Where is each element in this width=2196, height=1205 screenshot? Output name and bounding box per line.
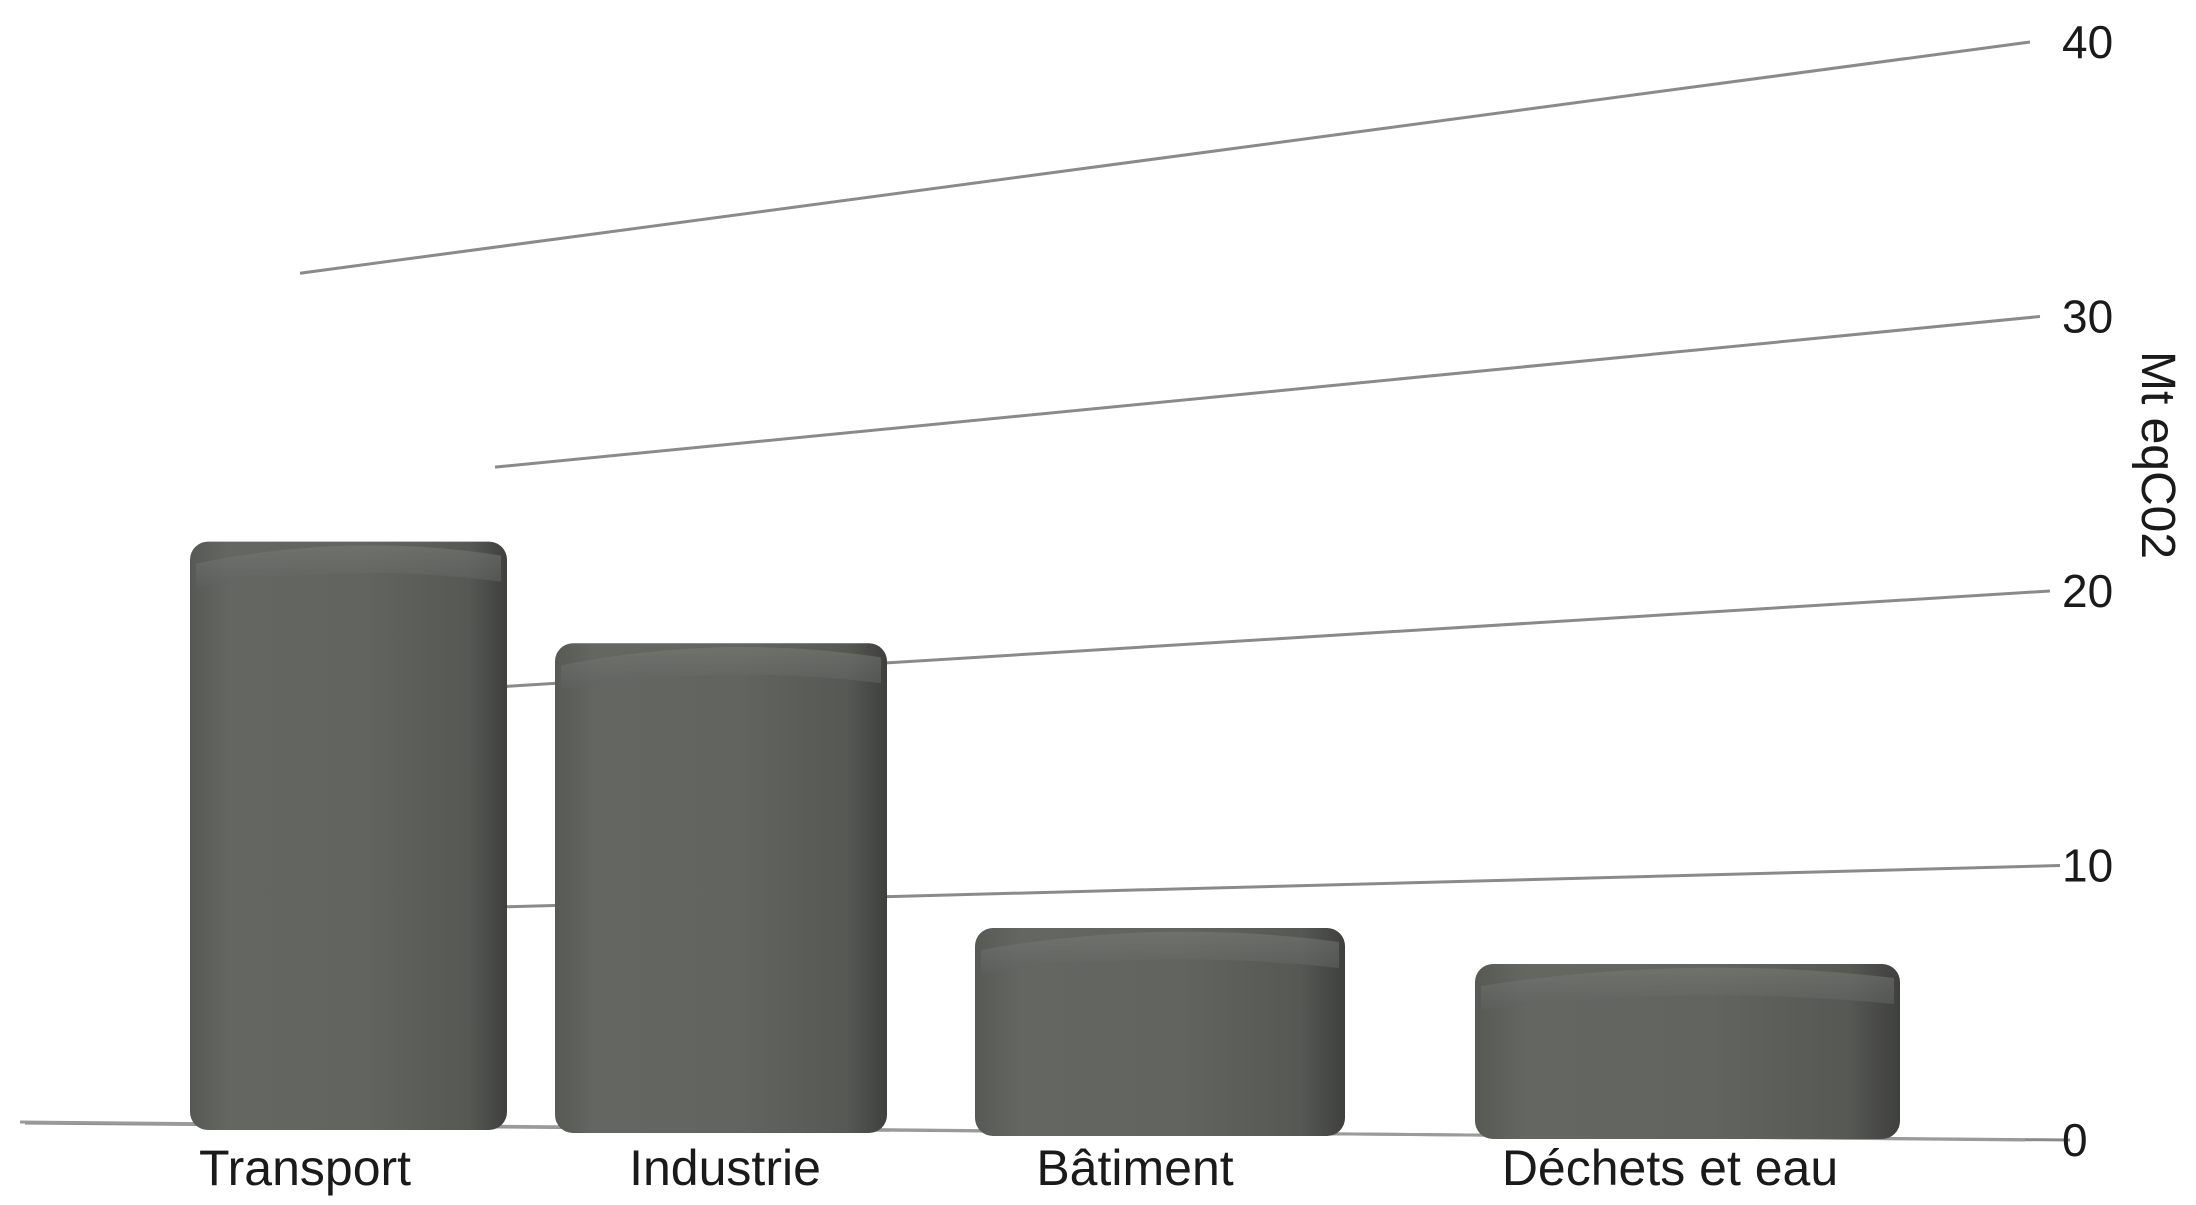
bar-body xyxy=(555,643,887,1133)
bar xyxy=(190,541,507,1130)
x-category-labels: Transport Industrie Bâtiment Déchets et eau xyxy=(199,1140,1838,1196)
bar-top xyxy=(196,545,501,588)
y-axis-title: Mt eqC02 xyxy=(2131,351,2184,559)
bar-top xyxy=(1481,967,1894,1010)
bar-body xyxy=(975,928,1345,1136)
bar-body xyxy=(190,541,507,1130)
gridline xyxy=(299,40,2031,275)
bar xyxy=(555,643,887,1133)
bar-body xyxy=(1475,963,1900,1139)
bars xyxy=(190,541,1900,1139)
x-category-label: Industrie xyxy=(629,1140,821,1196)
y-tick-label: 0 xyxy=(2062,1114,2088,1166)
y-tick-label: 10 xyxy=(2062,840,2113,892)
x-category-label: Bâtiment xyxy=(1036,1140,1233,1196)
bar xyxy=(975,928,1345,1136)
y-tick-labels: 0 10 20 30 40 xyxy=(2062,16,2113,1166)
y-tick-label: 40 xyxy=(2062,16,2113,68)
bar xyxy=(1475,963,1900,1139)
y-tick-label: 20 xyxy=(2062,565,2113,617)
x-category-label: Transport xyxy=(199,1140,411,1196)
bar-top xyxy=(561,647,881,690)
bar-top xyxy=(981,931,1339,975)
x-category-label: Déchets et eau xyxy=(1502,1140,1838,1196)
gridline xyxy=(494,315,2041,469)
y-tick-label: 30 xyxy=(2062,291,2113,343)
